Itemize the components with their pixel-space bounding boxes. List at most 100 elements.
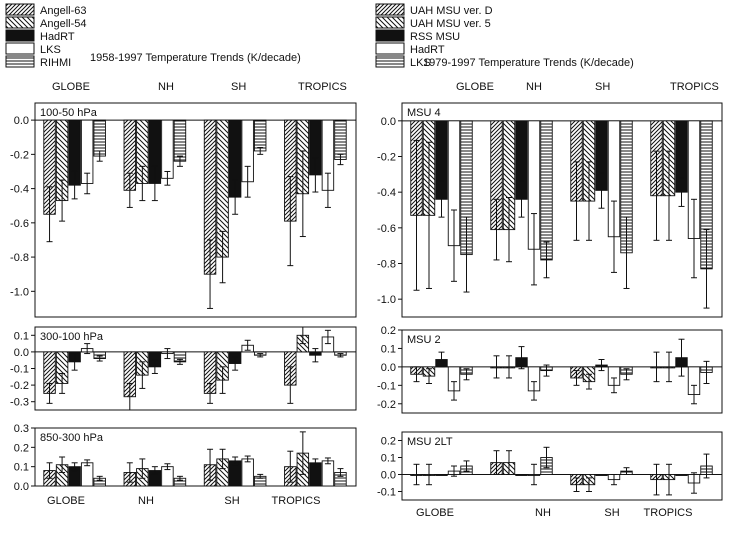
- bar-rss-msu: [675, 474, 688, 476]
- legend-label: HadRT: [410, 44, 445, 56]
- panel-100-50-hpa: 0.0 -0.2 -0.4 -0.6 -0.8 -1.0 100-50 hPa: [10, 102, 357, 318]
- y-tick-label: -0.2: [10, 149, 29, 161]
- legend-swatch: [5, 42, 35, 55]
- legend-swatch: [5, 55, 35, 68]
- y-tick-label: -0.6: [377, 223, 396, 235]
- y-tick-label: -0.8: [377, 259, 396, 271]
- bottom-category-label: NH: [138, 495, 154, 507]
- chart-title: 1958-1997 Temperature Trends (K/decade): [90, 52, 301, 64]
- y-tick-label: 0.1: [14, 330, 29, 342]
- bar-lks: [241, 458, 254, 487]
- panel-label: MSU 2: [407, 334, 441, 346]
- legend-label: RSS MSU: [410, 31, 460, 43]
- legend-label: LKS: [410, 57, 431, 69]
- legend-swatch: [375, 55, 405, 68]
- panel-frame: [34, 427, 357, 487]
- top-category-label: TROPICS: [670, 81, 719, 93]
- legend-swatch: [375, 42, 405, 55]
- legend-label: UAH MSU ver. 5: [410, 18, 491, 30]
- y-tick-label: -0.3: [10, 397, 29, 409]
- y-tick-label: 0.0: [14, 347, 29, 359]
- bottom-category-label: SH: [604, 507, 619, 519]
- legend-label: Angell-63: [40, 5, 86, 17]
- bottom-category-label: TROPICS: [272, 495, 321, 507]
- bottom-category-label: GLOBE: [416, 507, 454, 519]
- y-tick-label: 0.0: [381, 116, 396, 128]
- legend-label: UAH MSU ver. D: [410, 5, 493, 17]
- y-tick-label: 0.1: [381, 453, 396, 465]
- y-tick-label: 0.0: [381, 362, 396, 374]
- bar-lks: [540, 120, 553, 261]
- legend-swatch: [375, 29, 405, 42]
- panel-frame: [401, 329, 723, 414]
- legend-swatch: [375, 16, 405, 29]
- bottom-category-label: SH: [224, 495, 239, 507]
- panel-msu-2lt: 0.2 0.1 0.0 -0.1 MSU 2LT: [377, 431, 723, 501]
- y-tick-label: -0.4: [377, 187, 396, 199]
- bar-rihmi: [253, 119, 267, 152]
- panel-frame: [401, 431, 723, 501]
- bar-rss-msu: [515, 474, 528, 476]
- panel-300-100-hpa: 0.1 0.0 -0.1 -0.2 -0.3 300-100 hPa: [10, 326, 357, 411]
- bar-rss-msu: [595, 474, 608, 476]
- panel-label: 100-50 hPa: [40, 107, 98, 119]
- top-category-label: GLOBE: [456, 81, 494, 93]
- top-category-label: GLOBE: [52, 81, 90, 93]
- y-tick-label: 0.0: [14, 481, 29, 493]
- y-tick-label: -1.0: [377, 294, 396, 306]
- y-tick-label: -0.6: [10, 218, 29, 230]
- bottom-category-label: GLOBE: [47, 495, 85, 507]
- y-tick-label: -0.2: [10, 380, 29, 392]
- bar-rss-msu: [435, 474, 448, 476]
- y-tick-label: -0.1: [377, 380, 396, 392]
- top-category-label: SH: [595, 81, 610, 93]
- y-tick-label: -0.2: [377, 399, 396, 411]
- bottom-category-label: TROPICS: [644, 507, 693, 519]
- y-tick-label: 0.1: [14, 462, 29, 474]
- bottom-category-label: NH: [535, 507, 551, 519]
- y-tick-label: -0.8: [10, 252, 29, 264]
- y-tick-label: -0.4: [10, 184, 29, 196]
- panel-label: MSU 2LT: [407, 436, 453, 448]
- chart-title: 1979-1997 Temperature Trends (K/decade): [423, 57, 634, 69]
- bar-lks: [321, 460, 335, 487]
- legend-label: LKS: [40, 44, 61, 56]
- y-tick-label: 0.1: [381, 343, 396, 355]
- top-category-label: SH: [231, 81, 246, 93]
- y-tick-label: -0.1: [10, 364, 29, 376]
- y-tick-label: 0.0: [381, 470, 396, 482]
- y-tick-label: 0.0: [14, 115, 29, 127]
- legend-label: HadRT: [40, 31, 75, 43]
- y-tick-label: 0.3: [14, 423, 29, 435]
- panel-label: 300-100 hPa: [40, 331, 104, 343]
- legend-swatch: [5, 29, 35, 42]
- bar-lks: [80, 462, 94, 487]
- top-category-label: NH: [526, 81, 542, 93]
- legend-swatch: [375, 3, 405, 16]
- y-tick-label: 0.2: [381, 436, 396, 448]
- legend-swatch: [5, 16, 35, 29]
- panel-label: MSU 4: [407, 107, 441, 119]
- legend-label: Angell-54: [40, 18, 86, 30]
- top-category-label: NH: [158, 81, 174, 93]
- bar-lks: [161, 119, 174, 179]
- bar-rihmi: [173, 119, 187, 162]
- panel-frame: [401, 102, 723, 318]
- y-tick-label: 0.2: [14, 442, 29, 454]
- legend-label: RIHMI: [40, 57, 71, 69]
- y-tick-label: 0.2: [381, 325, 396, 337]
- panel-msu-2: 0.2 0.1 0.0 -0.1 -0.2 MSU 2: [377, 325, 723, 414]
- y-tick-label: -0.1: [377, 487, 396, 499]
- panel-label: 850-300 hPa: [40, 432, 104, 444]
- y-tick-label: -0.2: [377, 152, 396, 164]
- top-category-label: TROPICS: [298, 81, 347, 93]
- panel-msu-4: 0.0 -0.2 -0.4 -0.6 -0.8 -1.0 MSU 4: [377, 102, 723, 318]
- bar-rihmi: [334, 119, 347, 160]
- panel-frame: [34, 102, 357, 318]
